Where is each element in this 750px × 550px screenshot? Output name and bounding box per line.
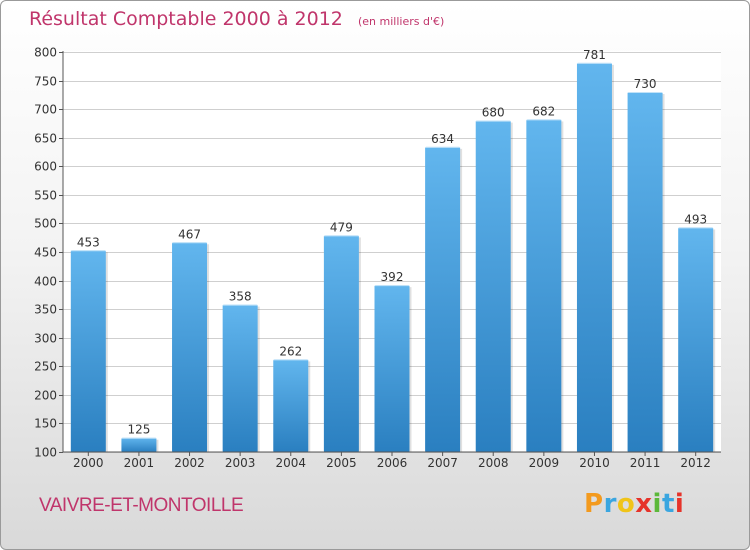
value-label-2004: 262 [279,344,302,358]
bar-2001 [121,437,157,452]
x-tick-label-2006: 2006 [377,456,408,470]
logo-letter-3: x [635,489,653,519]
x-axis-ticks: 2000 2001 2002 2003 2004 2005 2006 2007 2008 2009… [73,452,711,470]
value-label-2003: 358 [229,290,252,304]
bar-2006 [374,285,410,452]
value-labels: 453 125 467 358 262 479 392 634 680 682 781 730 493 [77,48,707,437]
value-label-2002: 467 [178,227,201,241]
bar-2004 [273,359,309,452]
y-tick-label-300: 300 [34,332,57,346]
value-label-2001: 125 [127,423,150,437]
bar-2003 [222,304,258,452]
bar-2010 [576,62,612,452]
y-tick-label-200: 200 [34,389,57,403]
x-tick-label-2011: 2011 [630,456,661,470]
place-name: VAIVRE-ET-MONTOILLE [39,495,244,516]
x-tick-label-2010: 2010 [579,456,610,470]
value-label-2005: 479 [330,220,353,234]
logo-letter-0: P [584,489,604,519]
y-tick-label-650: 650 [34,132,57,146]
y-axis-ticks: 100 150 200 250 300 350 400 450 500 550 600 650 700 7… [34,46,63,460]
proxiti-logo: Proxiti [584,489,684,519]
chart-title: Résultat Comptable 2000 à 2012 [29,8,343,30]
bar-2009 [526,119,562,452]
y-tick-label-250: 250 [34,360,57,374]
x-tick-label-2008: 2008 [478,456,509,470]
value-label-2009: 682 [532,104,555,118]
logo-letter-4: i [652,489,662,519]
x-tick-label-2007: 2007 [427,456,458,470]
y-tick-label-750: 750 [34,75,57,89]
bar-2012 [678,227,714,452]
value-label-2000: 453 [77,235,100,249]
x-tick-label-2003: 2003 [225,456,256,470]
y-tick-label-600: 600 [34,160,57,174]
value-label-2007: 634 [431,132,454,146]
y-tick-label-100: 100 [34,446,57,460]
bars [70,62,716,453]
x-tick-label-2000: 2000 [73,456,104,470]
y-tick-label-150: 150 [34,417,57,431]
bar-2005 [323,235,359,452]
y-tick-label-450: 450 [34,246,57,260]
x-tick-label-2012: 2012 [680,456,711,470]
value-label-2012: 493 [684,212,707,226]
value-label-2010: 781 [583,48,606,62]
value-label-2011: 730 [634,77,657,91]
y-tick-label-500: 500 [34,217,57,231]
y-tick-label-550: 550 [34,189,57,203]
x-tick-label-2009: 2009 [529,456,560,470]
x-tick-label-2002: 2002 [174,456,205,470]
y-tick-label-800: 800 [34,46,57,60]
logo-letter-6: i [674,489,685,519]
logo-letter-1: r [603,489,617,519]
value-label-2008: 680 [482,106,505,120]
logo-letter-2: o [616,489,636,519]
x-tick-label-2001: 2001 [124,456,155,470]
x-tick-label-2005: 2005 [326,456,357,470]
chart-subtitle: (en milliers d'€) [357,15,445,28]
bar-2011 [627,92,663,452]
y-tick-label-350: 350 [34,303,57,317]
y-tick-label-400: 400 [34,275,57,289]
bar-2000 [70,250,106,452]
bar-2002 [172,242,208,452]
logo-letter-5: t [661,489,675,519]
value-label-2006: 392 [381,270,404,284]
bar-2008 [475,120,511,453]
title-row: Résultat Comptable 2000 à 2012 (en milli… [29,8,444,30]
bar-2007 [425,146,461,452]
y-tick-label-700: 700 [34,103,57,117]
x-tick-label-2004: 2004 [275,456,306,470]
